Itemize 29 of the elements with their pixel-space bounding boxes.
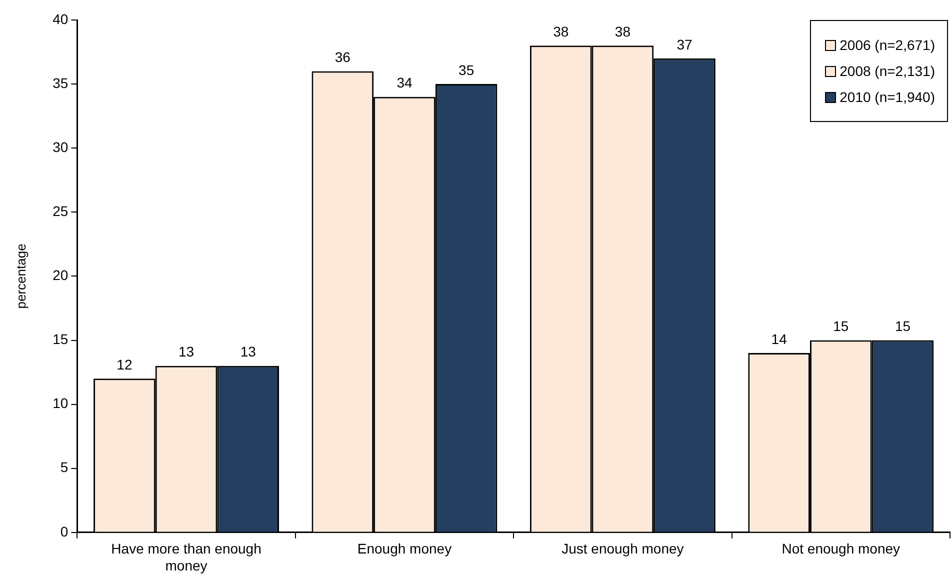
y-tick-label: 20 [52, 267, 68, 284]
y-tick-label: 25 [52, 203, 68, 220]
data-label: 38 [553, 23, 569, 40]
y-tick-label: 10 [52, 395, 68, 412]
legend-label: 2006 (n=2,671) [840, 37, 935, 53]
data-label: 14 [771, 330, 788, 347]
data-label: 35 [458, 62, 474, 78]
data-label: 15 [894, 318, 911, 334]
data-label: 38 [614, 23, 631, 40]
y-tick-label: 40 [52, 10, 68, 27]
legend-label: 2010 (n=1,940) [840, 89, 935, 105]
y-axis-title: percentage [13, 244, 28, 309]
data-label: 36 [334, 49, 351, 66]
y-tick-label: 5 [60, 459, 68, 476]
y-tick-label: 35 [52, 74, 68, 91]
data-label: 13 [178, 344, 194, 360]
y-tick-label: 30 [52, 138, 68, 155]
data-label: 34 [396, 74, 412, 91]
legend-label: 2008 (n=2,131) [840, 63, 935, 79]
x-tick-label: Just enough money [562, 540, 684, 557]
data-label: 13 [240, 344, 256, 360]
y-tick-label: 15 [52, 331, 68, 348]
data-label: 12 [116, 356, 132, 373]
x-tick-label: Enough money [357, 540, 452, 557]
data-label: 37 [676, 36, 693, 52]
x-tick-label: Not enough money [782, 540, 900, 557]
x-tick-label: Have more than enough money [111, 540, 262, 574]
y-tick-label: 0 [60, 523, 68, 540]
data-label: 15 [833, 318, 849, 334]
